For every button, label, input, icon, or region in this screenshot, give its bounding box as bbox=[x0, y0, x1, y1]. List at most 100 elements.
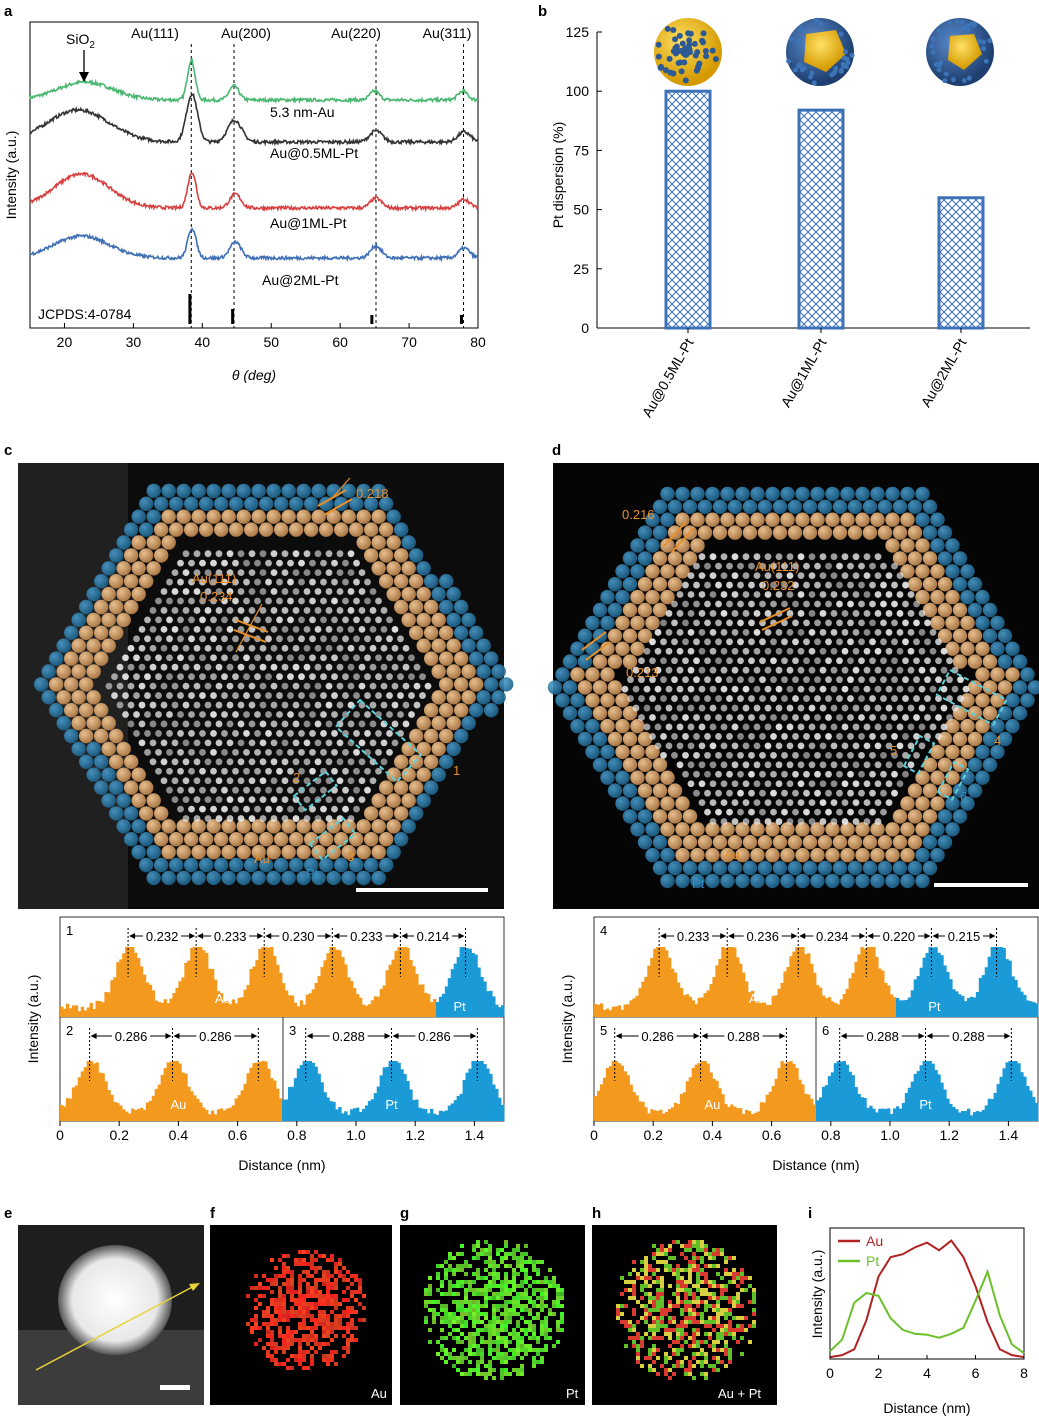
profile-pt-label: Pt bbox=[928, 999, 941, 1014]
eds-pixel bbox=[684, 1292, 688, 1296]
c-core-column bbox=[413, 663, 421, 671]
d-core-column bbox=[709, 572, 717, 579]
d-core-column bbox=[693, 638, 700, 646]
profile-x-tick-label: 1.4 bbox=[465, 1127, 485, 1143]
eds-pixel bbox=[302, 1298, 306, 1302]
c-core-column bbox=[386, 673, 393, 681]
eds-pixel bbox=[684, 1308, 688, 1312]
eds-pixel bbox=[362, 1306, 366, 1310]
d-core-column bbox=[858, 600, 865, 608]
d-pt-atom bbox=[667, 499, 683, 514]
d-core-column bbox=[907, 647, 915, 655]
c-core-column bbox=[325, 758, 333, 766]
profile-top-bar bbox=[77, 1011, 82, 1017]
d-core-column bbox=[808, 572, 816, 579]
profile-top-bar bbox=[205, 952, 209, 1017]
eds-pixel bbox=[354, 1326, 358, 1330]
eds-pixel bbox=[286, 1286, 290, 1290]
eds-pixel bbox=[672, 1256, 676, 1260]
legend-au-label: Au bbox=[866, 1233, 883, 1249]
eds-pixel bbox=[492, 1324, 496, 1328]
profile-top-bar bbox=[122, 953, 126, 1017]
model-2ml-pt bbox=[926, 18, 994, 86]
eds-pixel bbox=[532, 1364, 536, 1368]
c-core-column bbox=[204, 625, 212, 633]
c-core-column bbox=[347, 569, 355, 576]
profile-top-bar bbox=[314, 982, 318, 1017]
c-core-column bbox=[215, 663, 223, 671]
eds-pixel bbox=[696, 1312, 700, 1316]
d-pt-atom bbox=[930, 538, 945, 553]
c-core-column bbox=[408, 692, 415, 699]
d-au-atom bbox=[630, 615, 645, 631]
profile-left-bar bbox=[208, 1114, 212, 1121]
d-core-column bbox=[720, 610, 728, 617]
d-core-column bbox=[731, 742, 739, 750]
d-core-column bbox=[814, 676, 821, 684]
c-au-atom bbox=[386, 767, 401, 782]
profile-right-bar bbox=[842, 1061, 846, 1121]
d-core-column bbox=[858, 695, 865, 702]
d-core-column bbox=[770, 808, 777, 816]
d-core-column bbox=[808, 685, 816, 693]
profile-top-bar bbox=[1014, 979, 1018, 1017]
c-core-column bbox=[314, 815, 322, 822]
c-core-column bbox=[298, 616, 305, 624]
d-core-column bbox=[885, 591, 893, 598]
d-core-column bbox=[847, 676, 854, 684]
d-core-column bbox=[704, 619, 711, 627]
d-au-atom bbox=[960, 641, 975, 656]
eds-pixel bbox=[476, 1360, 480, 1364]
eds-pixel bbox=[692, 1344, 696, 1348]
d-core-column bbox=[819, 723, 827, 731]
eds-pixel bbox=[508, 1280, 512, 1284]
d-core-column bbox=[731, 780, 739, 788]
d-core-column bbox=[693, 562, 700, 570]
c-core-column bbox=[331, 635, 338, 643]
eds-pixel bbox=[696, 1284, 700, 1288]
c-pt-atom bbox=[476, 638, 491, 653]
c-core-column bbox=[177, 635, 184, 643]
profile-right-bar bbox=[964, 1110, 968, 1121]
eds-pixel bbox=[298, 1290, 302, 1294]
eds-pixel bbox=[258, 1326, 262, 1330]
d-scale-bar bbox=[934, 883, 1028, 887]
eds-pixel bbox=[346, 1326, 350, 1330]
c-core-column bbox=[287, 673, 294, 681]
eds-pixel bbox=[452, 1348, 456, 1352]
c-core-column bbox=[408, 673, 415, 681]
eds-pixel bbox=[456, 1304, 460, 1308]
model-atom bbox=[936, 28, 942, 34]
eds-pixel bbox=[460, 1252, 464, 1256]
profile-top-bar bbox=[320, 967, 324, 1017]
d-core-column bbox=[907, 704, 915, 712]
d-au-atom bbox=[810, 822, 825, 837]
profile-top-bar bbox=[406, 947, 410, 1017]
d-core-column bbox=[825, 714, 832, 721]
profile-right-bar bbox=[984, 1105, 989, 1121]
d-core-column bbox=[720, 818, 728, 825]
eds-pixel bbox=[496, 1332, 500, 1336]
c-core-column bbox=[254, 597, 261, 605]
profile-right-bar bbox=[361, 1108, 366, 1121]
eds-pixel bbox=[488, 1360, 492, 1364]
d-core-column bbox=[836, 638, 843, 646]
profile-right-bar bbox=[946, 1098, 950, 1121]
d-core-column bbox=[808, 742, 816, 750]
c-core-column bbox=[138, 682, 146, 690]
c-core-column bbox=[386, 748, 393, 756]
eds-pixel bbox=[708, 1296, 712, 1300]
profile-top-bar bbox=[1032, 1002, 1036, 1017]
c-au-atom bbox=[394, 780, 409, 795]
eds-pixel bbox=[512, 1352, 516, 1356]
d-au-atom bbox=[690, 512, 705, 527]
eds-pixel bbox=[346, 1342, 350, 1346]
profile-left-bar bbox=[673, 1102, 678, 1121]
profile-top-bar bbox=[228, 1004, 233, 1017]
c-core-column bbox=[336, 550, 344, 558]
eds-pixel bbox=[704, 1360, 708, 1364]
profile-top-bar bbox=[86, 1007, 90, 1017]
d-core-column bbox=[902, 657, 909, 665]
d-au-atom bbox=[735, 822, 750, 837]
d-core-column bbox=[682, 657, 689, 665]
